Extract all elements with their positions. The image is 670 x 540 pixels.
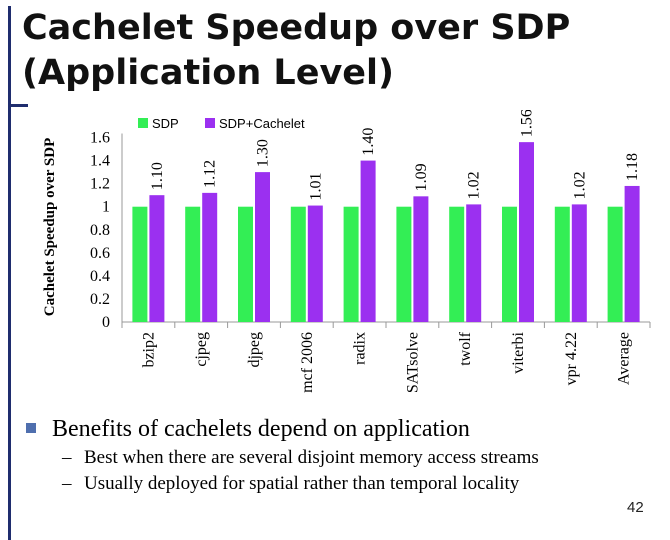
bar-sdp-cachelet xyxy=(360,160,376,322)
dash-icon: – xyxy=(62,447,72,468)
bar-sdp xyxy=(132,206,148,322)
data-label: 1.01 xyxy=(307,173,324,201)
category-label: bzip2 xyxy=(140,332,157,368)
bar-sdp-cachelet xyxy=(571,204,587,322)
bar-sdp-cachelet xyxy=(149,195,165,322)
y-tick-label: 0.4 xyxy=(90,268,110,285)
y-tick-label: 0 xyxy=(102,314,110,331)
bar-sdp xyxy=(185,206,201,322)
bar-sdp-cachelet xyxy=(519,142,534,322)
bar-sdp xyxy=(607,206,623,322)
sub-bullet-2-text: Usually deployed for spatial rather than… xyxy=(84,473,520,494)
category-label: SATsolve xyxy=(404,332,421,393)
bullet-text: Benefits of cachelets depend on applicat… xyxy=(52,416,470,442)
y-tick-label: 1.2 xyxy=(90,176,110,193)
bar-sdp-cachelet xyxy=(307,205,323,322)
y-axis-label: Cachelet Speedup over SDP xyxy=(42,138,58,316)
bar-sdp xyxy=(290,206,306,322)
speedup-bar-chart: Cachelet Speedup over SDP 0 0.2 0.4 0.6 0.8 1 1… xyxy=(42,110,651,393)
category-label: vpr 4.22 xyxy=(563,332,580,385)
category-label: Average xyxy=(616,332,633,385)
data-label: 1.10 xyxy=(149,162,166,190)
sub-bullet-2: – Usually deployed for spatial rather tha… xyxy=(62,472,519,496)
category-label: radix xyxy=(352,332,369,365)
sub-bullet-1-text: Best when there are several disjoint mem… xyxy=(84,447,539,468)
data-label: 1.02 xyxy=(466,171,483,199)
legend-label-sdp: SDP xyxy=(152,116,179,131)
top-accent-rule xyxy=(8,104,28,107)
data-label: 1.12 xyxy=(202,160,219,188)
category-label: mcf 2006 xyxy=(299,332,316,393)
bar-sdp xyxy=(554,206,570,322)
page-number: 42 xyxy=(627,499,644,516)
bar-sdp-cachelet xyxy=(466,204,482,322)
bar-sdp-cachelet xyxy=(202,192,218,322)
data-label: 1.56 xyxy=(519,110,536,137)
y-tick-label: 0.6 xyxy=(90,245,110,262)
data-label: 1.40 xyxy=(360,128,377,156)
slide-title: Cachelet Speedup over SDP (Application L… xyxy=(22,6,662,96)
bar-sdp-cachelet xyxy=(624,185,640,322)
dash-icon: – xyxy=(62,473,72,494)
bar-sdp xyxy=(502,206,517,322)
bar-sdp xyxy=(449,206,465,322)
legend-label-sdp-cachelet: SDP+Cachelet xyxy=(219,116,305,131)
data-label: 1.02 xyxy=(571,171,588,199)
bar-sdp xyxy=(396,206,412,322)
title-line-1: Cachelet Speedup over SDP xyxy=(22,8,571,48)
y-tick-label: 0.8 xyxy=(90,222,110,239)
category-label: cjpeg xyxy=(193,332,210,367)
bar-sdp xyxy=(238,206,253,322)
bar-sdp xyxy=(343,206,359,322)
data-label: 1.18 xyxy=(624,153,641,181)
y-tick-label: 1.6 xyxy=(90,130,110,147)
bar-sdp-cachelet xyxy=(413,196,429,322)
data-label: 1.30 xyxy=(255,139,272,167)
category-label: djpeg xyxy=(246,332,263,368)
sub-bullet-1: – Best when there are several disjoint me… xyxy=(62,446,539,470)
category-label: twolf xyxy=(457,331,474,365)
title-line-2: (Application Level) xyxy=(22,53,395,93)
data-label: 1.09 xyxy=(413,163,430,191)
y-tick-label: 1 xyxy=(102,199,110,216)
y-tick-label: 1.4 xyxy=(90,153,110,170)
y-tick-label: 0.2 xyxy=(90,291,110,308)
legend-swatch-sdp xyxy=(138,118,148,128)
bullet-square-icon xyxy=(26,423,36,433)
legend-swatch-sdp-cachelet xyxy=(205,118,215,128)
left-accent-rule xyxy=(8,6,11,540)
category-label: viterbi xyxy=(510,331,527,373)
bar-sdp-cachelet xyxy=(255,172,270,322)
